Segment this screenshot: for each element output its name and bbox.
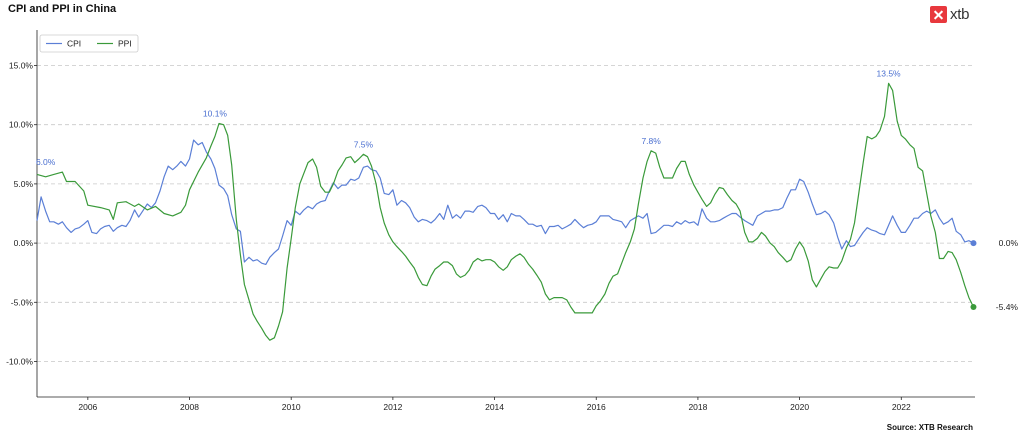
x-tick-labels: 2006 2008 2010 2012 2014 2016 2018 2020 2022 [78,397,911,412]
y-tick-label: -10.0% [6,356,33,366]
series-lines [36,82,977,341]
x-tick-label: 2008 [180,402,199,412]
y-tick-labels: 15.0% 10.0% 5.0% 0.0% -5.0% -10.0% [6,61,37,366]
x-tick-label: 2020 [790,402,809,412]
annotations: 0.0% 6.0% 10.1% -5.4% 7.5% 7.8% 13.5% [36,68,1018,312]
brand-logo-text: xtb [950,6,970,23]
cpi-series-line [36,139,974,265]
brand-logo: xtb [930,6,969,23]
ppi-series-line [36,82,975,341]
x-tick-label: 2014 [485,402,504,412]
peak-annotation: 6.0% [36,157,56,167]
y-tick-label: -5.0% [11,297,34,307]
x-tick-label: 2010 [282,402,301,412]
legend-ppi-label: PPI [118,39,132,49]
peak-annotation: 7.5% [354,139,374,149]
legend-box [39,34,139,53]
peak-annotation: 10.1% [203,109,228,119]
legend: CPI PPI [39,34,139,53]
cpi-end-point [970,240,977,247]
x-tick-label: 2022 [892,402,911,412]
ppi-end-label: -5.4% [996,302,1019,312]
peak-annotation: 7.8% [641,136,661,146]
x-tick-label: 2018 [688,402,707,412]
gridlines [37,65,975,362]
y-tick-label: 5.0% [14,179,34,189]
y-tick-label: 0.0% [14,238,34,248]
source-note: Source: XTB Research [886,423,973,432]
legend-cpi-label: CPI [67,39,81,49]
chart-title: CPI and PPI in China [8,3,117,15]
y-tick-label: 15.0% [9,61,34,71]
x-tick-label: 2016 [587,402,606,412]
cpi-end-label: 0.0% [999,238,1019,248]
x-tick-label: 2006 [78,402,97,412]
ppi-end-point [970,304,977,311]
xtb-logo-icon [930,6,947,23]
axes [36,30,975,398]
y-tick-label: 10.0% [9,120,34,130]
x-tick-label: 2012 [383,402,402,412]
peak-annotation: 13.5% [877,68,902,78]
